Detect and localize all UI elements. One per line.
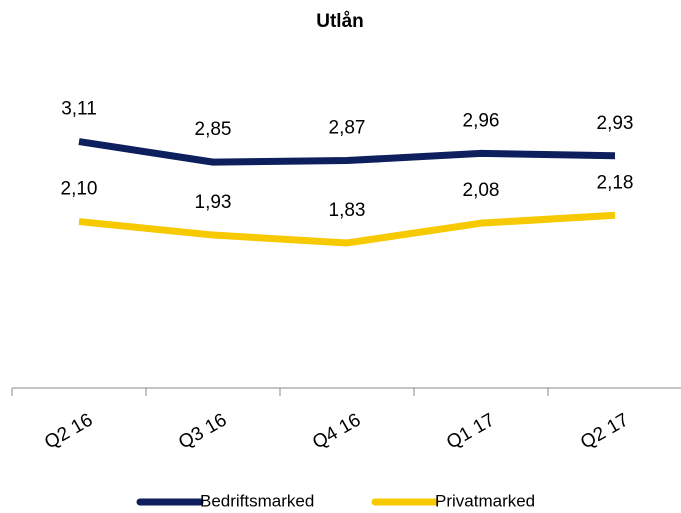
data-label: 2,87 <box>329 118 366 139</box>
x-tick-label: Q4 16 <box>309 410 364 454</box>
x-tick-label: Q1 17 <box>443 410 498 454</box>
data-label: 2,10 <box>61 179 98 200</box>
x-tick-label: Q2 17 <box>577 410 632 454</box>
chart-title: Utlån <box>316 11 364 32</box>
data-label: 2,18 <box>597 172 634 193</box>
data-label: 2,08 <box>463 180 500 201</box>
data-label: 1,83 <box>329 200 366 221</box>
series-line <box>78 138 616 166</box>
data-label: 2,96 <box>463 110 500 131</box>
legend-label: Privatmarked <box>435 491 535 510</box>
x-tick-label: Q3 16 <box>175 410 230 454</box>
data-label: 1,93 <box>195 192 232 213</box>
data-label: 2,93 <box>597 113 634 134</box>
x-tick-label: Q2 16 <box>41 410 96 454</box>
data-label: 2,85 <box>195 119 232 140</box>
legend-label: Bedriftsmarked <box>200 491 314 510</box>
series-line <box>78 211 616 247</box>
data-label: 3,11 <box>61 99 97 120</box>
